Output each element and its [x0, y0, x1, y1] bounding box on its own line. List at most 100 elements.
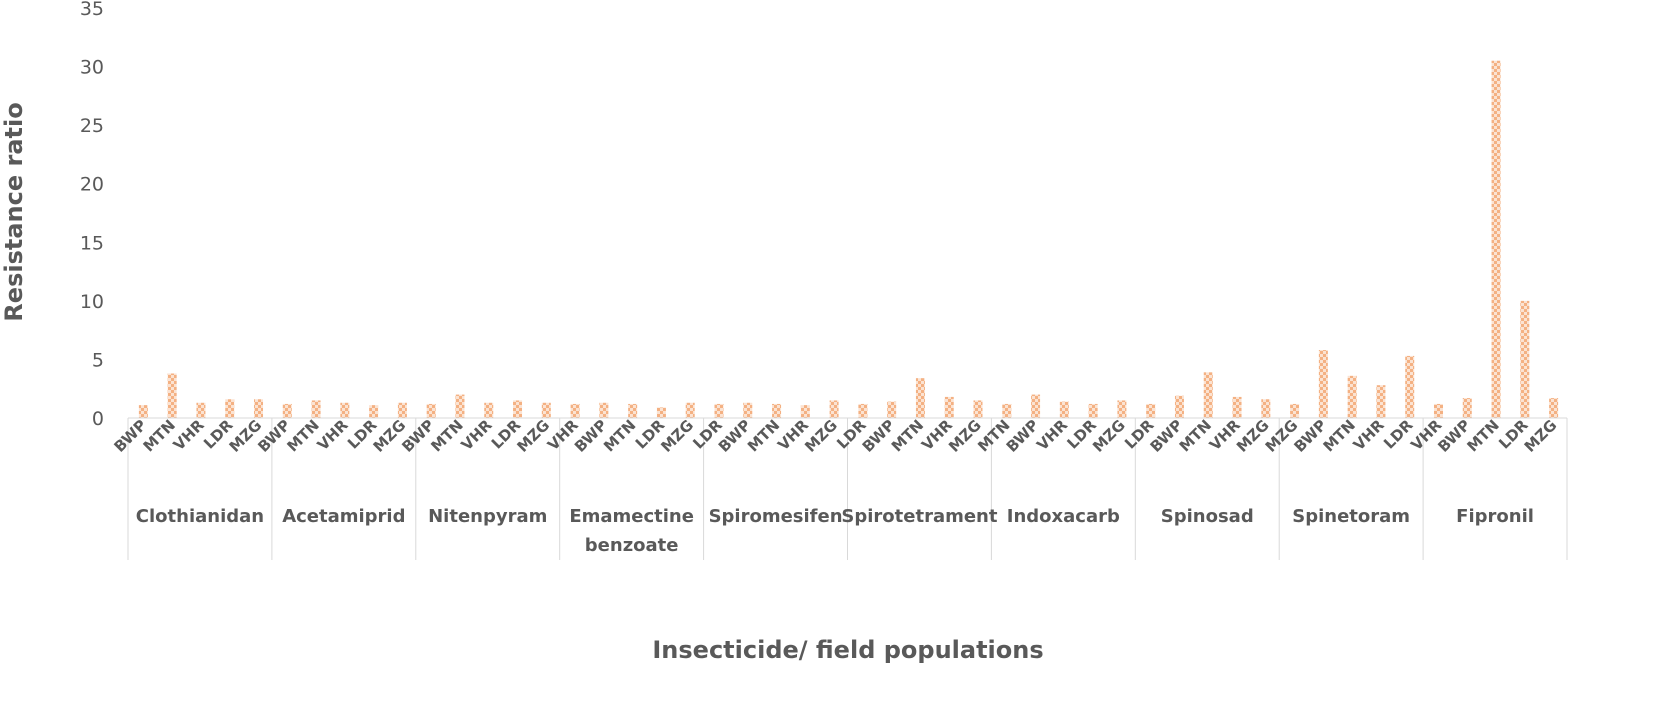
group-label: Clothianidan	[136, 506, 264, 527]
bar	[1520, 300, 1530, 418]
x-tick-label: MTN	[744, 416, 783, 455]
x-tick-label: VHR	[1033, 416, 1071, 454]
y-tick-label: 15	[80, 232, 104, 254]
y-tick-label: 10	[80, 291, 104, 313]
bar	[1318, 350, 1328, 418]
bar	[656, 407, 666, 418]
x-tick-label: MZG	[1089, 416, 1129, 456]
y-axis-ticks: 0 5 10 15 20 25 30 35	[80, 0, 104, 430]
group-label: Emamectine	[569, 506, 694, 527]
y-tick-label: 30	[80, 57, 104, 79]
bar	[541, 402, 551, 418]
x-tick-label: MZG	[1262, 416, 1302, 456]
group-label: Spinosad	[1161, 506, 1254, 527]
bar	[225, 399, 235, 418]
x-tick-label: MZG	[513, 416, 553, 456]
group-label: Acetamiprid	[282, 506, 405, 527]
bar	[1376, 385, 1386, 418]
bar	[138, 405, 148, 418]
bar	[254, 399, 264, 418]
bar	[714, 403, 724, 418]
x-tick-label: VHR	[458, 416, 496, 454]
x-tick-label: BWP	[715, 416, 755, 456]
y-tick-label: 0	[92, 408, 104, 430]
bar	[1088, 403, 1098, 418]
x-axis-title: Insecticide/ field populations	[652, 636, 1043, 664]
x-tick-label: MTN	[1176, 416, 1215, 455]
bar	[887, 401, 897, 418]
group-label: Spiromesifen	[709, 506, 843, 527]
x-tick-label: VHR	[170, 416, 208, 454]
y-tick-label: 5	[92, 349, 104, 371]
y-tick-label: 20	[80, 174, 104, 196]
bar	[1232, 396, 1242, 418]
bar	[1203, 372, 1213, 418]
bar	[167, 373, 177, 418]
bar	[858, 403, 868, 418]
bar	[599, 402, 609, 418]
x-axis	[127, 417, 1568, 560]
bar	[311, 400, 321, 418]
y-axis-title: Resistance ratio	[0, 102, 28, 321]
group-label: Nitenpyram	[428, 506, 547, 527]
group-labels: Clothianidan Acetamiprid Nitenpyram Emamect…	[136, 506, 1534, 556]
bar	[484, 402, 494, 418]
bar	[1549, 398, 1559, 418]
bar	[685, 402, 695, 418]
x-tick-label: MTN	[1463, 416, 1502, 455]
x-tick-label: MZG	[226, 416, 266, 456]
bar	[743, 402, 753, 418]
group-label: Spinetoram	[1292, 506, 1410, 527]
x-tick-label: BWP	[254, 416, 294, 456]
bar	[513, 400, 523, 418]
bar	[829, 400, 839, 418]
x-tick-label: BWP	[1003, 416, 1043, 456]
bar	[282, 403, 292, 418]
bar	[397, 402, 407, 418]
bar	[1433, 403, 1443, 418]
x-tick-label: BWP	[1434, 416, 1474, 456]
bar	[1031, 394, 1041, 418]
bar	[915, 378, 925, 418]
y-tick-label: 35	[80, 0, 104, 20]
x-tick-label: BWP	[859, 416, 899, 456]
bar	[944, 396, 954, 418]
x-tick-label: MTN	[427, 416, 466, 455]
bar	[1261, 399, 1271, 418]
bar	[1491, 60, 1501, 418]
x-tick-label: MTN	[1320, 416, 1359, 455]
x-tick-label: BWP	[398, 416, 438, 456]
x-tick-label: BWP	[1290, 416, 1330, 456]
bar	[1117, 400, 1127, 418]
x-tick-label: MZG	[1233, 416, 1273, 456]
x-tick-labels: BWPMTNVHRLDRMZGBWPMTNVHRLDRMZGBWPMTNVHRL…	[111, 416, 1561, 456]
bar	[973, 400, 983, 418]
bar	[1174, 395, 1184, 418]
group-label: benzoate	[585, 535, 679, 556]
x-tick-label: MZG	[801, 416, 841, 456]
bar	[1059, 401, 1069, 418]
group-label: Indoxacarb	[1007, 506, 1120, 527]
x-tick-label: LDR	[1380, 416, 1417, 453]
bar	[1290, 403, 1300, 418]
group-label: Fipronil	[1456, 506, 1534, 527]
x-tick-label: MZG	[657, 416, 697, 456]
bar	[196, 402, 206, 418]
bar	[455, 394, 465, 418]
bar	[1405, 355, 1415, 418]
x-tick-label: MTN	[600, 416, 639, 455]
x-tick-label: VHR	[314, 416, 352, 454]
bar	[800, 405, 810, 418]
x-tick-label: MZG	[1521, 416, 1561, 456]
x-tick-label: BWP	[111, 416, 151, 456]
x-tick-label: MZG	[945, 416, 985, 456]
group-label: Spirotetrament	[841, 506, 997, 527]
x-tick-label: BWP	[1147, 416, 1187, 456]
bar	[772, 403, 782, 418]
bar	[1002, 403, 1012, 418]
bar	[1462, 398, 1472, 418]
x-tick-label: BWP	[571, 416, 611, 456]
bars	[138, 60, 1559, 418]
x-tick-label: MTN	[974, 416, 1013, 455]
